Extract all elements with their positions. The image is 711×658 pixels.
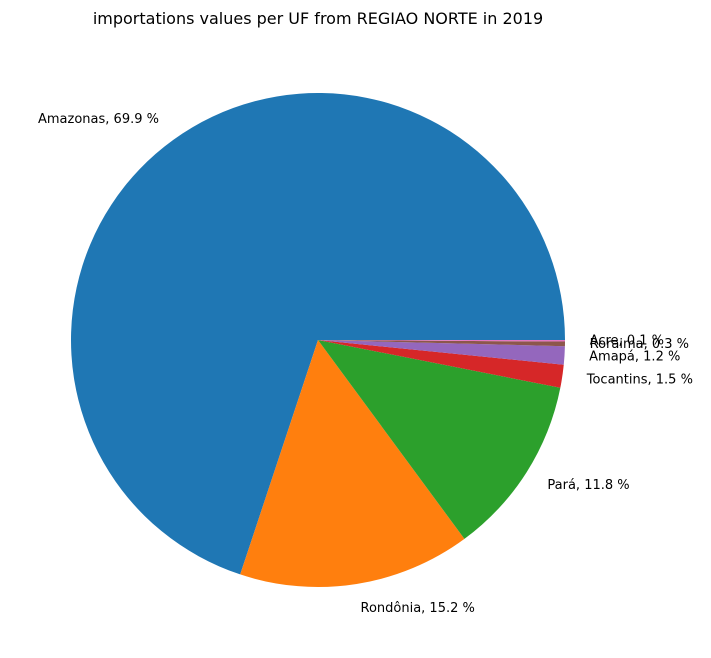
pie-labels: Amazonas, 69.9 % Rondônia, 15.2 % Pará, 11… (38, 112, 693, 616)
slice-label: Roraima, 0.3 % (590, 337, 689, 352)
pie-slice-roraima (318, 340, 565, 347)
slice-label: Amazonas, 69.9 % (38, 112, 159, 127)
pie-slice-acre (318, 340, 565, 342)
slice-label: Pará, 11.8 % (547, 478, 629, 493)
slice-label: Tocantins, 1.5 % (586, 372, 693, 387)
slice-label: Acre, 0.1 % (590, 333, 664, 348)
pie-slices (70, 93, 565, 588)
chart-title: importations values per UF from REGIAO N… (93, 9, 543, 28)
slice-label: Rondônia, 15.2 % (361, 601, 475, 616)
pie-slice-rondonia (240, 340, 465, 588)
pie-slice-amapa (318, 340, 565, 365)
pie-slice-amazonas (70, 93, 565, 575)
pie-slice-tocantins (318, 340, 564, 388)
pie-slice-para (318, 340, 561, 539)
slice-label: Amapá, 1.2 % (589, 350, 680, 365)
